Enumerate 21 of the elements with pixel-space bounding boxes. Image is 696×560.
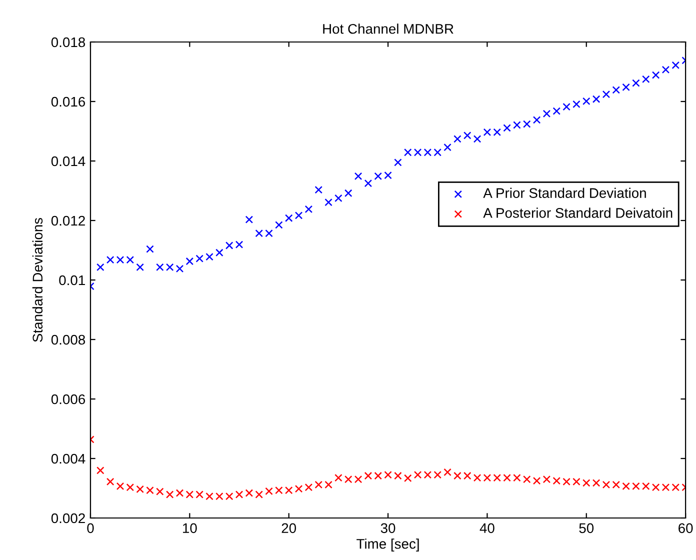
y-tick-label: 0.006 — [51, 394, 86, 404]
y-axis-title: Standard Deviations — [32, 218, 43, 342]
chart-title: Hot Channel MDNBR — [323, 24, 454, 34]
y-tick-label: 0.004 — [51, 454, 86, 464]
y-tick-label: 0.01 — [59, 275, 85, 286]
y-tick-label: 0.012 — [51, 216, 85, 226]
legend-label: A Prior Standard Deviation — [483, 188, 646, 198]
x-tick-label: 0 — [87, 523, 94, 534]
x-tick-label: 20 — [282, 523, 296, 534]
x-tick-label: 40 — [480, 523, 494, 534]
y-tick-label: 0.014 — [51, 156, 86, 166]
y-tick-label: 0.008 — [51, 334, 86, 345]
y-tick-label: 0.018 — [51, 37, 86, 48]
x-tick-label: 60 — [678, 523, 693, 534]
x-axis-title: Time [sec] — [356, 538, 419, 552]
y-tick-label: 0.016 — [51, 96, 86, 107]
x-tick-label: 10 — [182, 523, 197, 534]
x-tick-label: 50 — [579, 523, 594, 534]
y-tick-label: 0.002 — [51, 513, 85, 524]
legend-label: A Posterior Standard Deivatoin — [483, 208, 672, 218]
x-tick-label: 30 — [380, 523, 396, 534]
